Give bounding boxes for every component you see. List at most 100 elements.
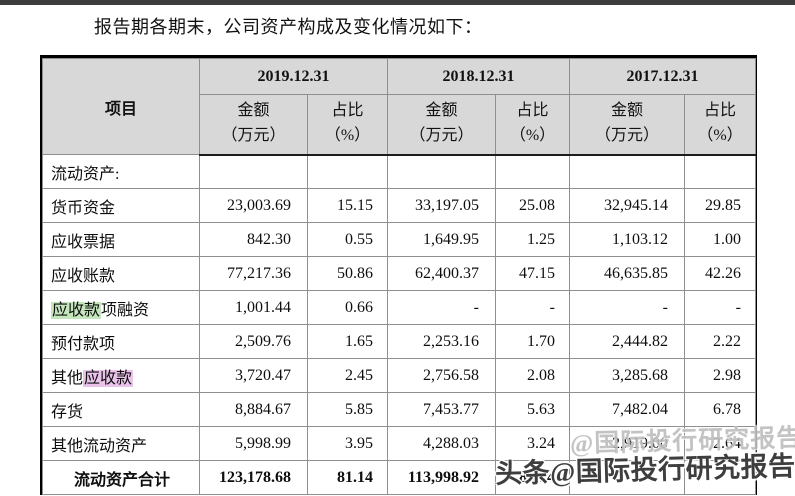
ratio-cell: 0.66 [307,290,388,325]
asset-table-head: 项目 2019.12.31 2018.12.31 2017.12.31 金额 （… [42,58,756,156]
ratio-cell: 1.00 [684,222,756,257]
ratio-cell: 47.15 [495,256,570,291]
ratio-label: 占比 [331,102,364,120]
amount-cell: 113,998.92 [387,460,496,495]
table-row: 应收票据 842.30 0.55 1,649.95 1.25 1,103.12 1.00 [42,222,756,257]
row-label: 其他流动资产 [42,426,200,461]
amount-label: 金额 [610,102,643,120]
ratio-cell: 86.14 [495,460,570,495]
amount-cell: 8,884.67 [199,392,308,427]
ratio-cell: 5.85 [307,392,388,427]
row-label: 预付款项 [42,324,200,359]
amount-cell: 2,756.58 [387,358,496,393]
ratio-cell: 5.63 [495,392,570,427]
highlighted-text-green: 应收款 [51,301,102,319]
amount-cell [569,460,685,495]
amount-cell: 2,509.76 [199,324,308,359]
amount-cell: 842.30 [199,222,308,257]
ratio-label: 占比 [703,102,736,120]
row-label: 应收票据 [42,222,200,257]
row-label-text: 应收票据 [51,233,116,251]
asset-table-body: 流动资产: 货币资金 23,003.69 15.15 33,197.05 25.08 32,… [42,154,756,495]
ratio-cell: 42.26 [684,256,756,291]
table-row: 货币资金 23,003.69 15.15 33,197.05 25.08 32,945.1… [42,188,756,223]
intro-text: 报告期各期末，公司资产构成及变化情况如下： [94,17,483,37]
column-header-amount-2017: 金额 （万元） [569,94,685,156]
row-label: 货币资金 [42,188,200,223]
ratio-cell: 29.85 [684,188,756,223]
ratio-cell: 1.70 [495,324,570,359]
asset-table: 项目 2019.12.31 2018.12.31 2017.12.31 金额 （… [42,58,756,495]
amount-cell: - [387,290,496,325]
column-header-item: 项目 [42,58,200,155]
ratio-cell: 50.86 [307,256,388,291]
ratio-cell: 2.22 [684,324,756,359]
top-bar [0,0,795,5]
ratio-unit: （%） [697,127,743,145]
table-row: 应收款项融资 1,001.44 0.66- - - - [42,290,756,325]
table-row: 其他应收款 3,720.47 2.45 2,756.58 2.08 3,285.68 2.9… [42,358,756,393]
table-row: 存货 8,884.67 5.85 7,453.77 5.63 7,482.04 6.78 [42,392,756,427]
table-row: 流动资产合计 123,178.68 81.14 113,998.92 86.14 [42,460,756,495]
ratio-cell: - [495,290,570,325]
row-label-text: 流动资产: [51,165,120,183]
amount-cell: 4,288.03 [387,426,496,461]
table-row: 流动资产: [42,154,756,189]
ratio-cell: 81.14 [307,460,388,495]
period-header-2019: 2019.12.31 [199,58,388,95]
row-label: 其他应收款 [42,358,200,393]
ratio-unit: （%） [324,127,371,145]
ratio-cell [495,154,570,189]
ratio-cell: - [684,290,756,325]
amount-cell: 32,945.14 [569,188,685,223]
row-label-text: 存货 [51,403,84,421]
amount-cell: 23,003.69 [199,188,308,223]
row-label-text: 应收账款 [51,267,116,285]
amount-cell [387,154,496,189]
amount-cell: 2,444.82 [569,324,685,359]
amount-cell: 123,178.68 [199,460,308,495]
table-row: 预付款项 2,509.76 1.65 2,253.16 1.70 2,444.82 2.22 [42,324,756,359]
row-label-text: 货币资金 [51,199,116,217]
amount-cell: 3,285.68 [569,358,685,393]
amount-unit: （万元） [221,127,286,145]
amount-cell: 62,400.37 [387,256,496,291]
amount-cell [199,154,308,189]
row-label-text: 预付款项 [51,335,116,353]
amount-cell: - [569,290,685,325]
amount-cell: 5,998.99 [199,426,308,461]
row-label: 应收款项融资 [42,290,200,325]
subheader-row: 金额 （万元） 占比 （%） 金额 （万元） 占比 （%） [43,94,756,156]
row-label: 流动资产合计 [42,460,200,495]
column-header-ratio-2019: 占比 （%） [307,94,388,156]
amount-cell: 7,453.77 [387,392,496,427]
ratio-cell: 2.08 [495,358,570,393]
amount-label: 金额 [237,102,270,120]
amount-cell: 33,197.05 [387,188,496,223]
period-header-row: 项目 2019.12.31 2018.12.31 2017.12.31 [42,58,756,155]
row-label: 应收账款 [42,256,200,291]
amount-cell: 77,217.36 [199,256,308,291]
ratio-label: 占比 [516,102,549,120]
ratio-cell [684,460,756,495]
watermark: 头条@国际投行研究报告 [494,451,795,489]
ratio-cell: 2.45 [307,358,388,393]
row-label: 存货 [42,392,200,427]
column-header-amount-2019: 金额 （万元） [199,94,308,156]
amount-cell: 1,649.95 [387,222,496,257]
amount-unit: （万元） [409,127,474,145]
ratio-cell: 2.64 [684,426,756,461]
amount-cell: 46,635.85 [569,256,685,291]
period-header-2017: 2017.12.31 [569,58,756,95]
amount-unit: （万元） [594,127,659,145]
amount-cell: 1,103.12 [569,222,685,257]
row-label-text: 其他流动资产 [51,437,148,455]
column-header-ratio-2018: 占比 （%） [495,94,570,156]
row-label: 流动资产: [42,154,200,189]
ratio-unit: （%） [509,127,556,145]
period-header-2018: 2018.12.31 [387,58,570,95]
amount-cell [569,154,685,189]
ratio-cell: 2.98 [684,358,756,393]
highlighted-text-pink: 应收款 [83,369,134,387]
